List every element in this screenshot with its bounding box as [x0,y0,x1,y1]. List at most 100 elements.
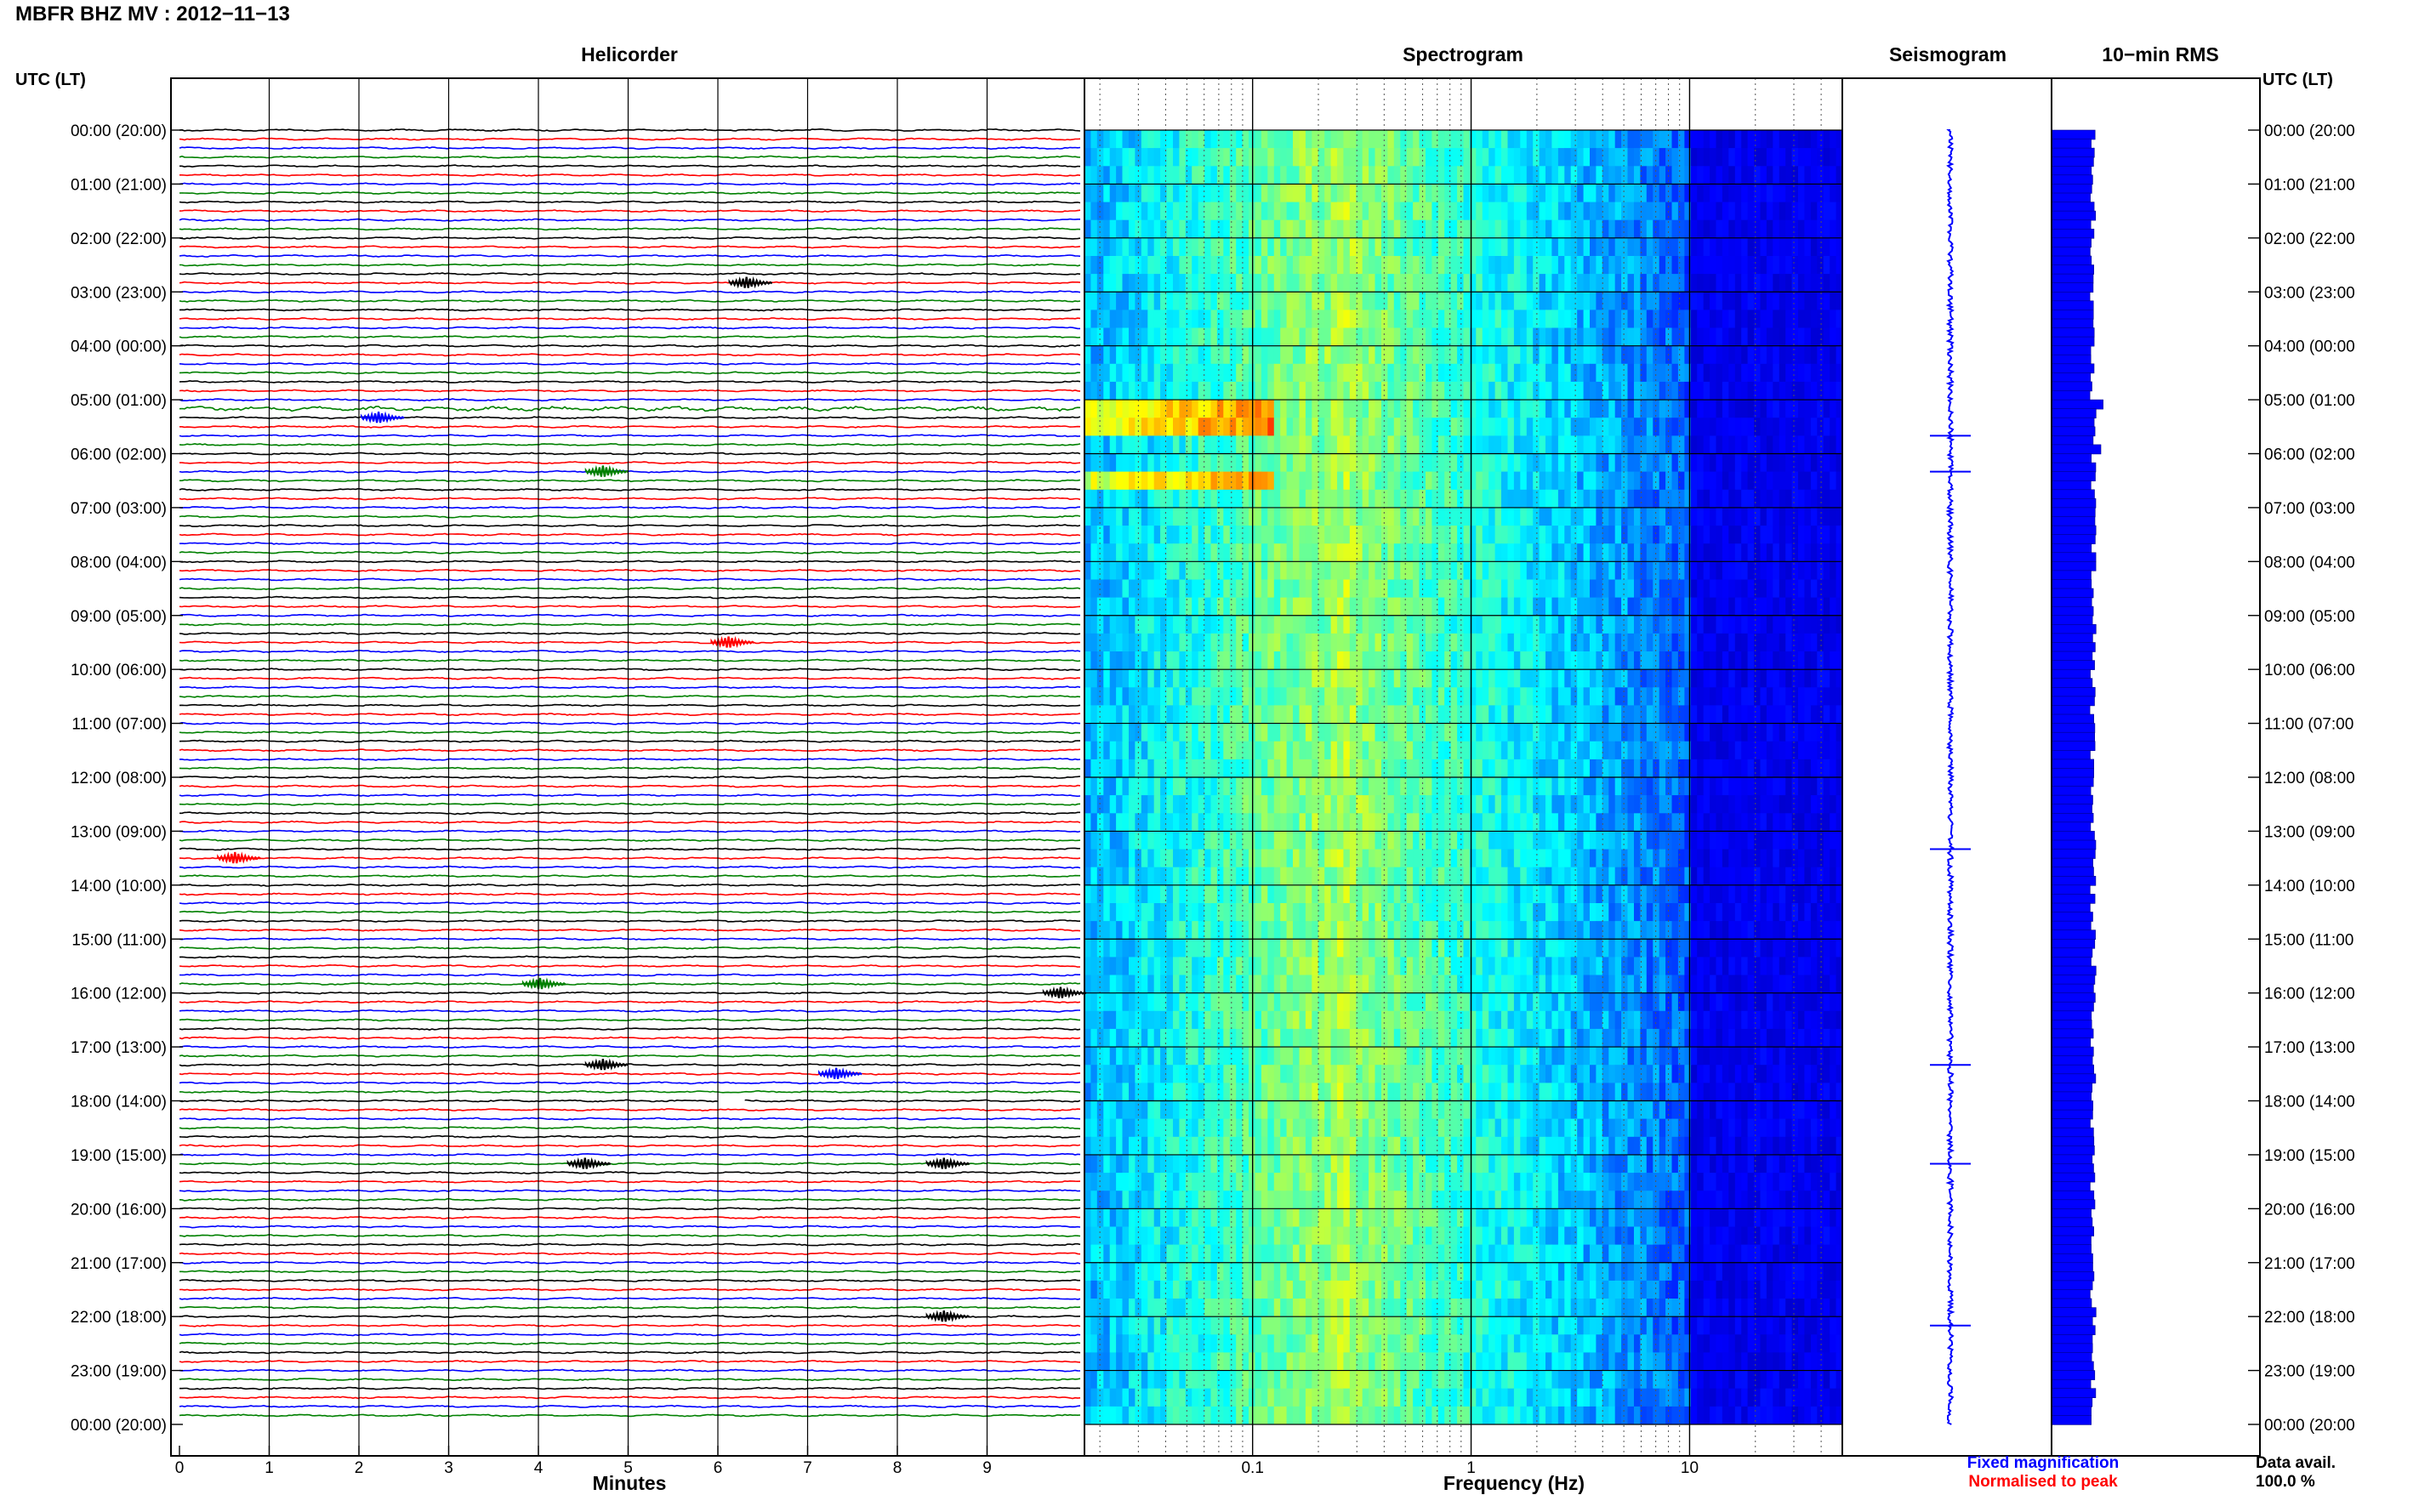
spectrogram-cell [1236,597,1244,617]
spectrogram-cell [1431,507,1439,526]
spectrogram-cell [1741,202,1749,221]
spectrogram-cell [1785,327,1793,347]
spectrogram-cell [1160,435,1168,455]
spectrogram-cell [1722,453,1729,473]
spectrogram-cell [1734,526,1742,544]
spectrogram-cell [1608,651,1616,670]
spectrogram-cell [1299,489,1306,509]
spectrogram-cell [1526,345,1534,365]
spectrogram-cell [1293,219,1300,239]
spectrogram-cell [1109,148,1117,167]
spectrogram-cell [1836,759,1842,778]
spectrogram-cell [1791,219,1799,239]
spectrogram-cell [1482,381,1489,401]
spectrogram-cell [1450,363,1458,383]
spectrogram-cell [1507,651,1515,670]
spectrogram-cell [1153,615,1161,634]
spectrogram-cell [1602,274,1609,293]
spectrogram-cell [1173,489,1180,509]
spectrogram-cell [1444,400,1452,418]
spectrogram-cell [1526,237,1534,257]
spectrogram-cell [1677,345,1685,365]
spectrogram-cell [1602,669,1609,688]
spectrogram-cell [1109,453,1117,473]
spectrogram-cell [1684,435,1692,455]
spectrogram-cell [1488,471,1496,491]
spectrogram-cell [1330,274,1338,293]
spectrogram-cell [1229,813,1237,832]
spectrogram-cell [1273,292,1281,310]
spectrogram-cell [1419,489,1426,509]
spectrogram-cell [1684,777,1692,796]
spectrogram-cell [1103,849,1111,868]
spectrogram-cell [1722,813,1729,832]
spectrogram-cell [1716,130,1723,149]
spectrogram-cell [1349,615,1357,634]
spectrogram-cell [1627,363,1635,383]
spectrogram-cell [1482,867,1489,886]
spectrogram-cell [1096,148,1104,167]
spectrogram-cell [1804,741,1812,760]
spectrogram-cell [1798,507,1805,526]
spectrogram-cell [1697,130,1705,149]
spectrogram-cell [1116,705,1124,725]
spectrogram-cell [1677,166,1685,185]
spectrogram-cell [1602,292,1609,310]
spectrogram-cell [1185,849,1192,868]
spectrogram-cell [1804,705,1812,725]
spectrogram-cell [1621,148,1629,167]
spectrogram-cell [1210,435,1218,455]
spectrogram-cell [1192,831,1199,850]
spectrogram-cell [1798,435,1805,455]
spectrogram-cell [1640,813,1648,832]
spectrogram-cell [1236,202,1244,221]
spectrogram-cell [1198,831,1205,850]
spectrogram-cell [1324,813,1332,832]
spectrogram-cell [1734,310,1742,329]
spectrogram-cell [1804,166,1812,185]
spectrogram-cell [1779,219,1786,239]
spectrogram-cell [1103,597,1111,617]
spectrogram-cell [1773,705,1780,725]
spectrogram-cell [1242,813,1249,832]
spectrogram-cell [1671,507,1679,526]
spectrogram-cell [1810,381,1818,401]
spectrogram-cell [1343,219,1351,239]
spectrogram-cell [1590,166,1597,185]
spectrogram-cell [1090,633,1098,652]
spectrogram-cell [1766,453,1773,473]
spectrogram-cell [1356,741,1363,760]
spectrogram-cell [1437,561,1445,580]
spectrogram-cell [1488,435,1496,455]
spectrogram-cell [1318,651,1325,670]
spectrogram-cell [1677,526,1685,544]
spectrogram-cell [1810,148,1818,167]
spectrogram-cell [1109,202,1117,221]
spectrogram-cell [1754,418,1762,436]
spectrogram-cell [1116,310,1124,329]
spectrogram-cell [1659,723,1666,742]
spectrogram-cell [1684,759,1692,778]
spectrogram-cell [1129,256,1136,275]
spectrogram-cell [1286,453,1294,473]
spectrogram-cell [1634,363,1641,383]
spectrogram-cell [1387,597,1395,617]
spectrogram-cell [1513,237,1521,257]
spectrogram-cell [1791,669,1799,688]
spectrogram-cell [1577,597,1585,617]
spectrogram-cell [1280,237,1288,257]
spectrogram-cell [1090,363,1098,383]
spectrogram-cell [1551,723,1559,742]
spectrogram-cell [1084,561,1091,580]
spectrogram-cell [1153,453,1161,473]
spectrogram-cell [1570,435,1578,455]
spectrogram-cell [1305,507,1312,526]
spectrogram-cell [1173,130,1180,149]
spectrogram-cell [1400,669,1408,688]
spectrogram-cell [1836,669,1842,688]
spectrogram-cell [1653,471,1660,491]
spectrogram-cell [1526,166,1534,185]
spectrogram-cell [1450,813,1458,832]
spectrogram-cell [1791,543,1799,562]
spectrogram-cell [1160,237,1168,257]
